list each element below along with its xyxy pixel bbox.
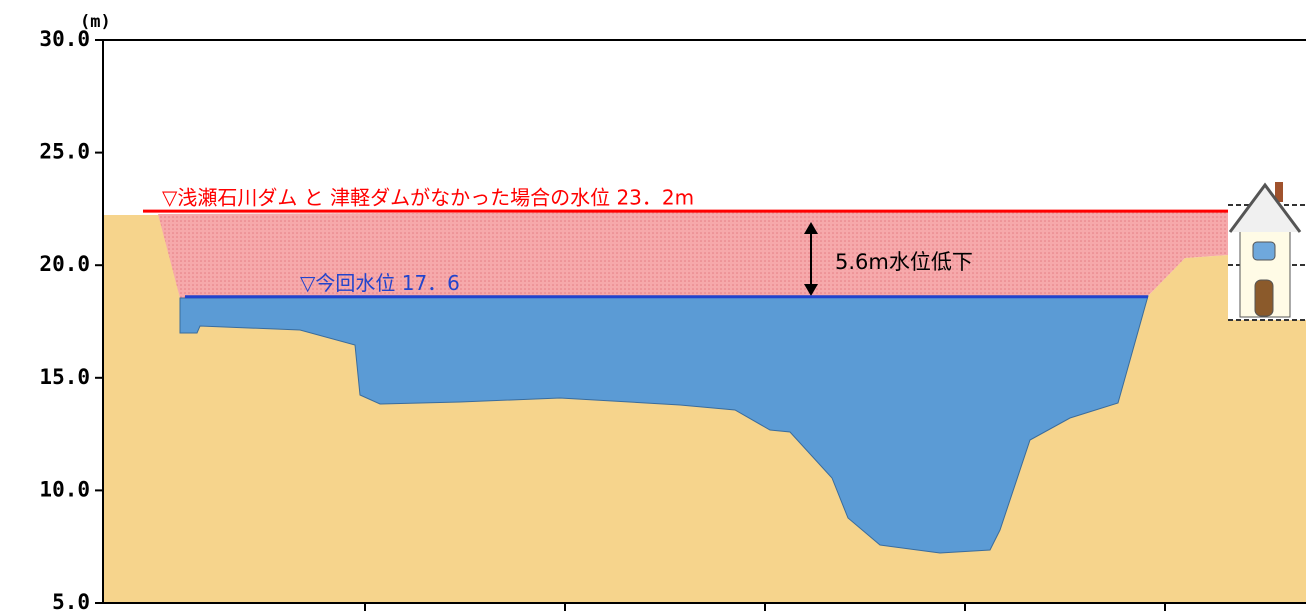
y-tick-label: 25.0 [39,140,90,164]
x-ticks [365,603,1165,611]
annotation: 5.6m水位低下 [835,250,973,274]
y-tick-label: 20.0 [39,252,90,276]
water-level-label: ▽今回水位 17．6 [300,271,460,295]
y-tick-label: 5.0 [52,590,90,614]
water-level-label: ▽浅瀬石川ダム と 津軽ダムがなかった場合の水位 23．2m [162,186,694,210]
y-tick-label: 15.0 [39,365,90,389]
y-tick-label: 10.0 [39,477,90,501]
y-tick-label: 30.0 [39,27,90,51]
chart: 5.6m水位低下 (m) 5.010.015.020.025.030.0▽浅瀬石… [0,0,1306,616]
